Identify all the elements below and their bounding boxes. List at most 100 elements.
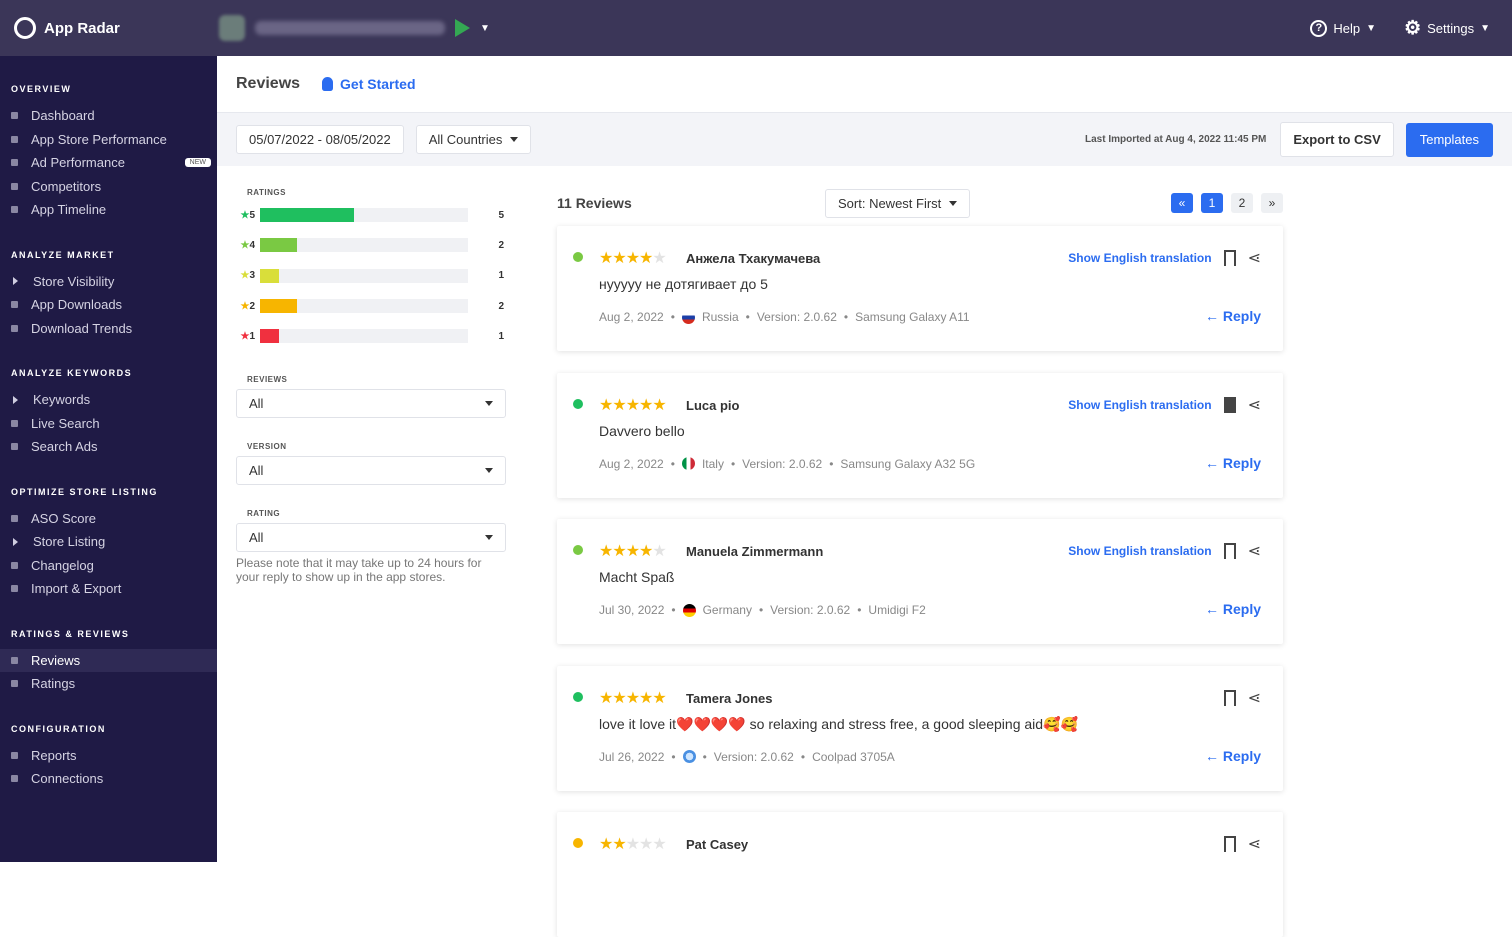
sidebar-item-ratings[interactable]: Ratings (0, 672, 217, 696)
sidebar-item-label: Competitors (31, 178, 102, 194)
chevron-right-icon (13, 277, 18, 286)
sidebar-item-download-trends[interactable]: Download Trends (0, 317, 217, 341)
review-card: ★★★★★ Pat Casey ⋖ (557, 812, 1283, 937)
sidebar-item-search-ads[interactable]: Search Ads (0, 435, 217, 459)
sort-dropdown[interactable]: Sort: Newest First (825, 188, 971, 218)
bookmark-icon[interactable] (1223, 250, 1236, 266)
show-translation-link[interactable]: Show English translation (1068, 251, 1212, 265)
rating-filter-select[interactable]: All (236, 523, 506, 553)
reply-button[interactable]: ← Reply (1205, 455, 1261, 471)
sidebar-item-changelog[interactable]: Changelog (0, 554, 217, 578)
review-version: Version: 2.0.62 (713, 749, 794, 764)
sidebar-item-aso-score[interactable]: ASO Score (0, 507, 217, 531)
sidebar-item-keywords[interactable]: Keywords (0, 388, 217, 412)
sidebar-item-ad-performance[interactable]: Ad Performance NEW (0, 151, 217, 175)
bullet-icon (11, 656, 18, 664)
date-range-picker[interactable]: 05/07/2022 - 08/05/2022 (236, 125, 404, 154)
share-icon[interactable]: ⋖ (1247, 836, 1261, 853)
rating-row-1[interactable]: ★1 1 (236, 321, 506, 351)
rating-row-2[interactable]: ★2 2 (236, 291, 506, 321)
sidebar-item-store-visibility[interactable]: Store Visibility (0, 270, 217, 294)
page-button-1[interactable]: 1 (1201, 193, 1223, 213)
review-author: Анжела Тхакумачева (686, 251, 821, 266)
arrow-left-icon: ← (1204, 601, 1223, 617)
rating-star-label: ★3 (236, 270, 260, 281)
bookmark-icon[interactable] (1223, 396, 1236, 413)
review-device: Coolpad 3705A (812, 749, 895, 764)
bookmark-icon[interactable] (1223, 836, 1236, 852)
reviews-list-header: 11 Reviews Sort: Newest First « 1 2 » (557, 188, 1283, 218)
page-button-2[interactable]: 2 (1231, 193, 1253, 213)
show-translation-link[interactable]: Show English translation (1068, 397, 1212, 412)
sidebar-item-store-listing[interactable]: Store Listing (0, 530, 217, 554)
rating-bar-fill (260, 268, 279, 283)
star-empty-icon: ★ (625, 836, 640, 853)
reply-button[interactable]: ← Reply (1205, 748, 1261, 764)
sidebar-item-competitors[interactable]: Competitors (0, 175, 217, 199)
star-rating: ★★★★★ (599, 541, 667, 561)
chevron-down-icon: ▼ (1480, 22, 1490, 34)
settings-menu[interactable]: ⚙ Settings ▼ (1404, 17, 1490, 39)
sidebar-item-reviews[interactable]: Reviews (0, 648, 217, 672)
rating-star-label: ★4 (236, 240, 260, 251)
page-button-0[interactable]: « (1171, 193, 1193, 213)
last-imported-text: Last Imported at Aug 4, 2022 11:45 PM (1084, 134, 1267, 145)
reply-button[interactable]: ← Reply (1205, 601, 1261, 617)
bookmark-icon[interactable] (1223, 543, 1236, 559)
share-icon[interactable]: ⋖ (1247, 689, 1261, 707)
sidebar-item-reports[interactable]: Reports (0, 744, 217, 768)
rating-stars-value: 2 (249, 300, 255, 312)
countries-dropdown[interactable]: All Countries (415, 125, 532, 154)
arrow-left-icon: ← (1204, 454, 1223, 471)
sidebar-item-connections[interactable]: Connections (0, 767, 217, 791)
review-meta: Aug 2, 2022 • Italy • Version: 2.0.62 • Samsun… (599, 457, 975, 471)
share-icon[interactable]: ⋖ (1247, 543, 1261, 560)
arrow-left-icon: ← (1204, 747, 1223, 764)
rating-count: 2 (498, 300, 504, 312)
reply-label: Reply (1222, 454, 1261, 471)
templates-button[interactable]: Templates (1405, 122, 1493, 157)
lightbulb-icon (322, 77, 334, 91)
sidebar-item-dashboard[interactable]: Dashboard (0, 104, 217, 128)
page-button-3[interactable]: » (1261, 193, 1283, 213)
get-started-link[interactable]: Get Started (322, 76, 416, 92)
sidebar-item-label: Store Listing (33, 534, 106, 550)
toolbar: 05/07/2022 - 08/05/2022 All Countries La… (217, 113, 1512, 166)
share-icon[interactable]: ⋖ (1247, 250, 1261, 267)
rating-row-4[interactable]: ★4 2 (236, 230, 506, 260)
sidebar-item-label: Connections (31, 771, 104, 787)
review-date: Jul 30, 2022 (599, 603, 665, 617)
sidebar-item-app-timeline[interactable]: App Timeline (0, 198, 217, 222)
share-icon[interactable]: ⋖ (1247, 396, 1261, 414)
review-card: ★★★★★ Tamera Jones love it love it❤️❤️❤️❤️… (557, 665, 1283, 791)
sidebar-item-label: Reports (31, 747, 77, 763)
rating-row-5[interactable]: ★5 5 (236, 200, 506, 230)
show-translation-link[interactable]: Show English translation (1068, 544, 1212, 558)
reviews-count: 11 Reviews (557, 195, 632, 211)
app-radar-logo[interactable]: App Radar (14, 17, 219, 39)
sidebar-item-label: App Timeline (31, 202, 107, 218)
sidebar-item-app-downloads[interactable]: App Downloads (0, 293, 217, 317)
caret-down-icon (949, 200, 958, 206)
star-rating: ★★★★★ (599, 395, 667, 415)
rating-stars-value: 4 (249, 239, 255, 251)
reviews-filter-select[interactable]: All (236, 389, 506, 419)
separator: • (745, 310, 750, 324)
rating-row-3[interactable]: ★3 1 (236, 261, 506, 291)
review-meta: Jul 26, 2022 • • Version: 2.0.62 • Coolpad 37… (599, 750, 895, 764)
app-selector[interactable]: ▼ (219, 15, 490, 41)
sidebar-section-title: OVERVIEW (11, 84, 72, 94)
star-filled-icon: ★ (639, 543, 653, 560)
sidebar-item-import-export[interactable]: Import & Export (0, 577, 217, 601)
help-menu[interactable]: ? Help ▼ (1310, 19, 1376, 37)
bookmark-icon[interactable] (1223, 689, 1236, 706)
export-csv-button[interactable]: Export to CSV (1280, 122, 1394, 157)
version-filter-select[interactable]: All (236, 456, 506, 486)
star-filled-icon: ★ (599, 396, 613, 414)
sidebar-item-app-store-performance[interactable]: App Store Performance (0, 128, 217, 152)
review-actions: ⋖ (1223, 834, 1261, 854)
star-filled-icon: ★ (612, 396, 626, 414)
sidebar-item-label: ASO Score (31, 510, 97, 526)
sidebar-item-live-search[interactable]: Live Search (0, 412, 217, 436)
reply-button[interactable]: ← Reply (1205, 308, 1261, 324)
